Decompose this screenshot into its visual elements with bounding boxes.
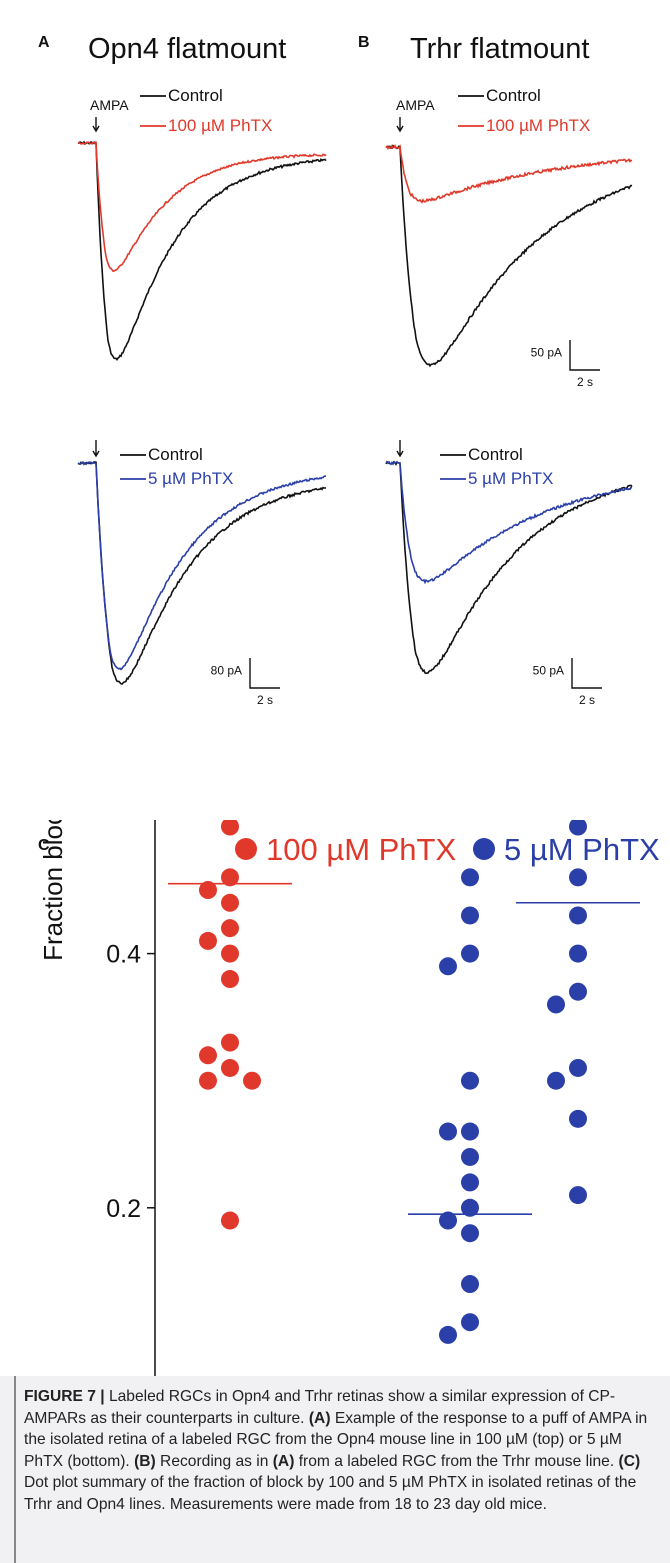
caption-text: FIGURE 7 | Labeled RGCs in Opn4 and Trhr…	[24, 1386, 656, 1516]
data-point	[221, 868, 239, 887]
panel-a-title: Opn4 flatmount	[88, 33, 287, 65]
scalebar-b-top	[569, 340, 600, 371]
data-point	[221, 1211, 239, 1230]
data-point	[221, 944, 239, 963]
scalebar-b-bottom	[571, 658, 602, 689]
data-point	[461, 906, 479, 925]
trace-b-top-control	[385, 144, 633, 368]
data-point	[461, 1071, 479, 1090]
caption-ref: (B)	[134, 1452, 156, 1470]
legend-marker	[235, 838, 257, 860]
stim-label-a: AMPA	[90, 97, 129, 113]
panel-a-label: A	[38, 34, 50, 51]
y-tick-label: 0.4	[106, 941, 141, 969]
scalebar-b-bottom-time: 2 s	[579, 693, 595, 707]
scalebar-b-bottom-current: 50 pA	[533, 664, 564, 678]
data-point	[199, 1071, 217, 1090]
caption-sentence: Labeled RGCs in Opn4 and Trhr retinas sh…	[24, 1388, 616, 1427]
data-point	[547, 1071, 565, 1090]
scalebar-b-top-time: 2 s	[577, 375, 593, 389]
data-point	[439, 1325, 457, 1344]
data-point	[461, 1122, 479, 1141]
caption-ref: (A)	[272, 1452, 295, 1470]
trace-b-bottom-control	[385, 460, 633, 675]
stim-arrow-a-top-head	[92, 125, 100, 133]
stim-label-b: AMPA	[396, 97, 435, 113]
figure-caption: FIGURE 7 | Labeled RGCs in Opn4 and Trhr…	[0, 1376, 670, 1563]
data-point	[569, 906, 587, 925]
caption-rule	[14, 1376, 16, 1563]
scalebar-a-bottom-current: 80 pA	[211, 664, 242, 678]
trace-b-top-100um	[385, 144, 633, 204]
legend-b-top-drug: 100 µM PhTX	[486, 116, 590, 135]
data-point	[461, 944, 479, 963]
trace-a-bottom-5um	[77, 461, 327, 671]
data-point	[199, 881, 217, 900]
data-point	[221, 919, 239, 938]
data-point	[569, 1058, 587, 1077]
data-point	[461, 1224, 479, 1243]
data-point	[461, 1313, 479, 1332]
trace-b-bottom-5um	[385, 460, 633, 585]
caption-ref: (A)	[308, 1409, 331, 1427]
data-point	[243, 1071, 261, 1090]
data-point	[221, 1058, 239, 1077]
data-point	[439, 1122, 457, 1141]
data-point	[439, 1211, 457, 1230]
data-point	[569, 944, 587, 963]
data-point	[461, 868, 479, 887]
caption-ref: (C)	[618, 1452, 641, 1470]
legend-label: 100 µM PhTX	[266, 832, 456, 867]
data-point	[199, 1046, 217, 1065]
legend-label: 5 µM PhTX	[504, 832, 660, 867]
caption-sentence: Example of the response to a puff of AMP…	[24, 1409, 648, 1470]
data-point	[569, 1186, 587, 1205]
trace-a-top-control	[77, 140, 327, 361]
data-point	[569, 1109, 587, 1128]
panel-c-label: C	[38, 837, 50, 854]
data-point	[221, 1033, 239, 1052]
legend-b-bottom-control: Control	[468, 445, 523, 464]
scalebar-a-bottom	[249, 658, 280, 689]
data-point	[461, 1275, 479, 1294]
current-traces: AMPA AMPA Control 100 µM PhTX Control 100 µM …	[77, 86, 633, 707]
stim-arrow-a-bottom-head	[92, 450, 100, 458]
scalebar-a-bottom-time: 2 s	[257, 693, 273, 707]
y-tick-label: 0.2	[106, 1195, 141, 1223]
legend-b-top-control: Control	[486, 86, 541, 105]
data-point	[461, 1147, 479, 1166]
legend-a-top-control: Control	[168, 86, 223, 105]
stim-arrow-b-top-head	[396, 125, 404, 133]
data-point	[569, 982, 587, 1001]
data-point	[199, 931, 217, 950]
data-point	[221, 893, 239, 912]
legend-marker	[473, 838, 495, 860]
legend-a-bottom-control: Control	[148, 445, 203, 464]
data-point	[221, 820, 239, 836]
data-point	[221, 970, 239, 989]
caption-figure-label: FIGURE 7 |	[24, 1388, 105, 1405]
caption-sentence: from a labeled RGC from the Trhr mouse l…	[294, 1452, 619, 1470]
legend-a-bottom-drug: 5 µM PhTX	[148, 469, 233, 488]
y-axis-label: Fraction block by PhTX	[38, 820, 68, 961]
legend-b-bottom-drug: 5 µM PhTX	[468, 469, 553, 488]
data-point	[461, 1198, 479, 1217]
caption-sentence: Dot plot summary of the fraction of bloc…	[24, 1474, 637, 1513]
stim-arrow-b-bottom-head	[396, 450, 404, 458]
trace-a-top-100um	[77, 141, 327, 272]
data-point	[461, 1173, 479, 1192]
panel-b-label: B	[358, 34, 370, 51]
scalebar-b-top-current: 50 pA	[531, 346, 562, 360]
legend-a-top-drug: 100 µM PhTX	[168, 116, 272, 135]
data-point	[439, 957, 457, 976]
data-point	[569, 820, 587, 836]
data-point	[569, 868, 587, 887]
trace-a-bottom-control	[77, 460, 327, 686]
data-point	[547, 995, 565, 1014]
caption-sentence: Recording as in	[155, 1452, 273, 1470]
panel-b-title: Trhr flatmount	[410, 33, 590, 65]
